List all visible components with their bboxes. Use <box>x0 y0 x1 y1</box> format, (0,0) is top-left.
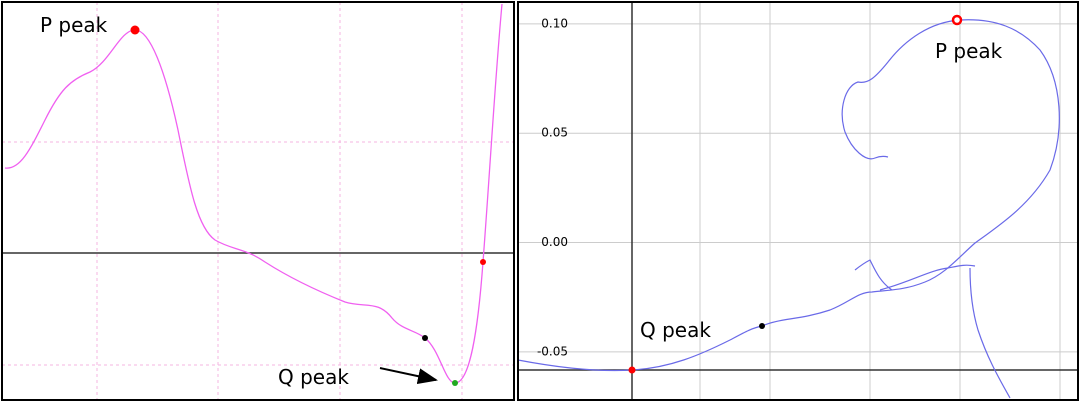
point-marker <box>422 335 428 341</box>
p-peak-marker <box>951 14 963 26</box>
point-marker <box>759 323 765 329</box>
q-peak-marker <box>452 380 458 386</box>
y-tick-label: 0.00 <box>541 235 568 249</box>
q-peak-marker <box>628 366 636 374</box>
y-tick-label: -0.05 <box>537 344 568 358</box>
panel-border <box>517 1 1079 401</box>
arrow <box>379 367 438 385</box>
right-panel: 0.10 0.05 0.00 -0.05 P peak Q peak <box>517 1 1079 401</box>
panel-border <box>1 1 515 401</box>
y-tick-label: 0.05 <box>541 126 568 140</box>
left-panel: P peak Q peak <box>1 1 515 401</box>
annotation: Q peak <box>278 365 349 389</box>
y-tick-label: 0.10 <box>541 16 568 30</box>
y-ticks: 0.10 0.05 0.00 -0.05 <box>518 16 1078 358</box>
signal-curve <box>4 3 503 384</box>
right-vgrid <box>699 2 1061 400</box>
p-peak-marker <box>130 25 140 35</box>
loop-curve <box>517 19 1060 399</box>
annotation: Q peak <box>640 318 711 342</box>
annotation: P peak <box>935 39 1003 63</box>
left-grid <box>2 2 514 400</box>
point-marker <box>480 259 486 265</box>
annotation: P peak <box>40 13 108 37</box>
